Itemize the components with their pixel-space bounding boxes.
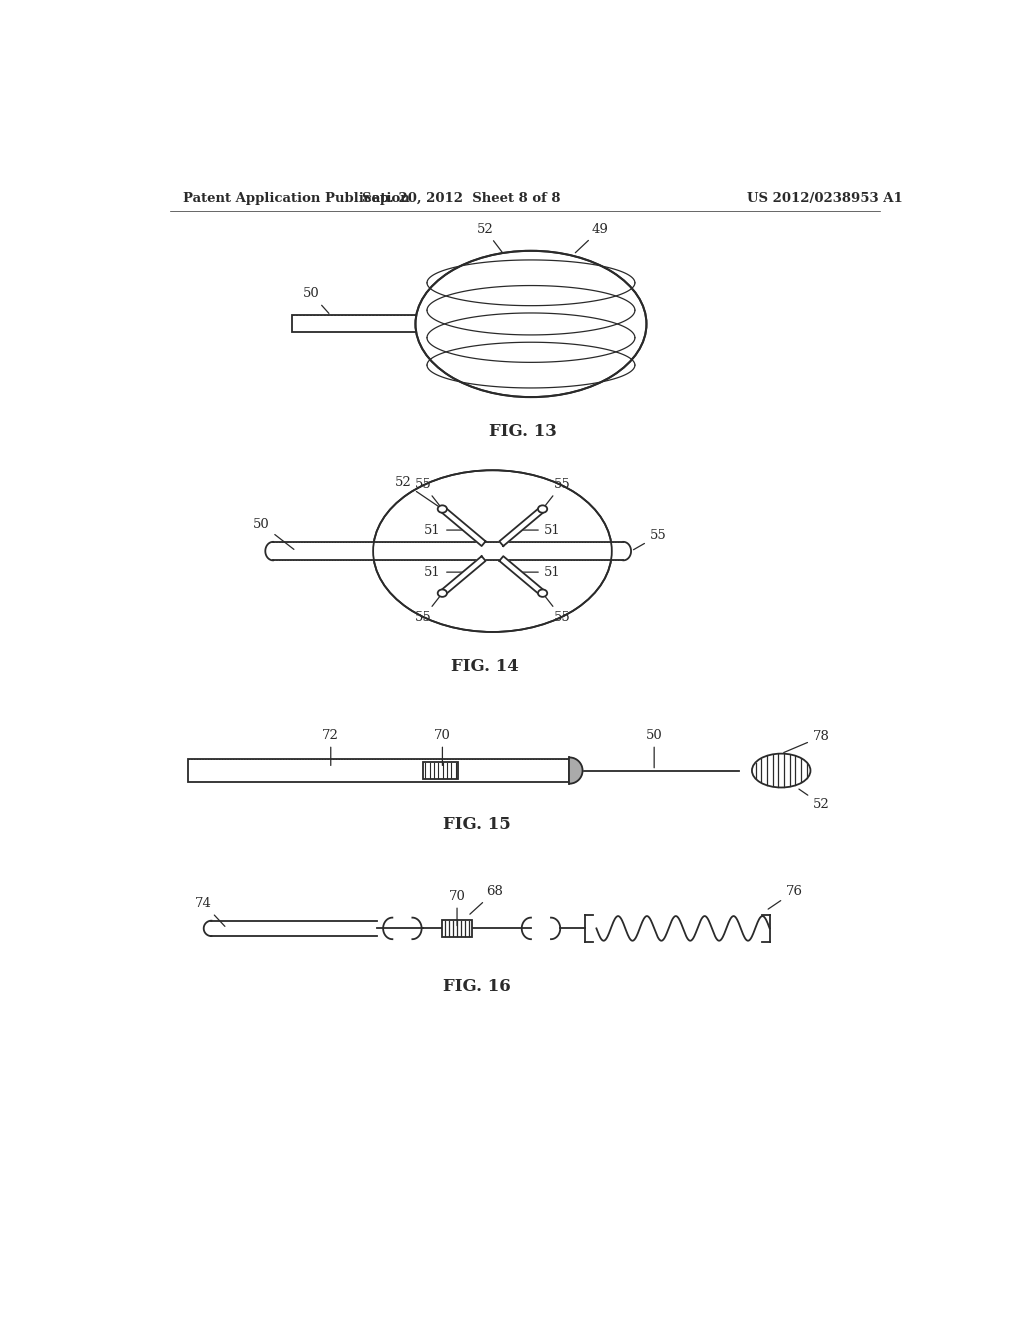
Text: 55: 55 xyxy=(415,478,440,507)
Text: 51: 51 xyxy=(520,524,560,536)
Bar xyxy=(292,315,419,333)
Text: 55: 55 xyxy=(545,595,570,624)
Text: 50: 50 xyxy=(646,729,663,768)
Text: 51: 51 xyxy=(424,524,465,536)
Text: 72: 72 xyxy=(323,729,339,766)
Ellipse shape xyxy=(373,470,611,632)
Ellipse shape xyxy=(416,251,646,397)
Text: 52: 52 xyxy=(799,789,829,810)
Bar xyxy=(423,762,458,779)
Bar xyxy=(188,759,569,781)
Text: Patent Application Publication: Patent Application Publication xyxy=(183,191,410,205)
Text: 74: 74 xyxy=(196,898,225,927)
Text: 76: 76 xyxy=(768,884,803,909)
Text: FIG. 14: FIG. 14 xyxy=(451,659,518,675)
Text: 51: 51 xyxy=(424,566,465,578)
Text: 52: 52 xyxy=(476,223,503,252)
Text: 70: 70 xyxy=(449,890,466,925)
Text: 55: 55 xyxy=(545,478,570,507)
Ellipse shape xyxy=(538,506,547,512)
Text: 55: 55 xyxy=(634,529,667,549)
Text: 50: 50 xyxy=(303,288,329,313)
Polygon shape xyxy=(500,556,545,595)
Text: US 2012/0238953 A1: US 2012/0238953 A1 xyxy=(746,191,902,205)
Text: 78: 78 xyxy=(783,730,829,752)
Text: 52: 52 xyxy=(394,477,442,510)
Ellipse shape xyxy=(538,590,547,597)
Text: 68: 68 xyxy=(470,884,503,915)
Polygon shape xyxy=(500,507,545,546)
Ellipse shape xyxy=(752,754,810,788)
Text: 49: 49 xyxy=(575,223,608,252)
Polygon shape xyxy=(440,507,485,546)
Polygon shape xyxy=(440,556,485,595)
Bar xyxy=(442,920,472,937)
Polygon shape xyxy=(569,758,583,784)
Text: 70: 70 xyxy=(434,729,451,766)
Text: FIG. 13: FIG. 13 xyxy=(489,424,557,441)
Text: 55: 55 xyxy=(415,595,440,624)
Text: 51: 51 xyxy=(520,566,560,578)
Ellipse shape xyxy=(437,506,446,512)
Text: Sep. 20, 2012  Sheet 8 of 8: Sep. 20, 2012 Sheet 8 of 8 xyxy=(362,191,561,205)
Text: 50: 50 xyxy=(253,517,294,549)
Text: FIG. 16: FIG. 16 xyxy=(443,978,511,995)
Text: FIG. 15: FIG. 15 xyxy=(443,816,511,833)
Bar xyxy=(273,543,624,561)
Ellipse shape xyxy=(437,590,446,597)
